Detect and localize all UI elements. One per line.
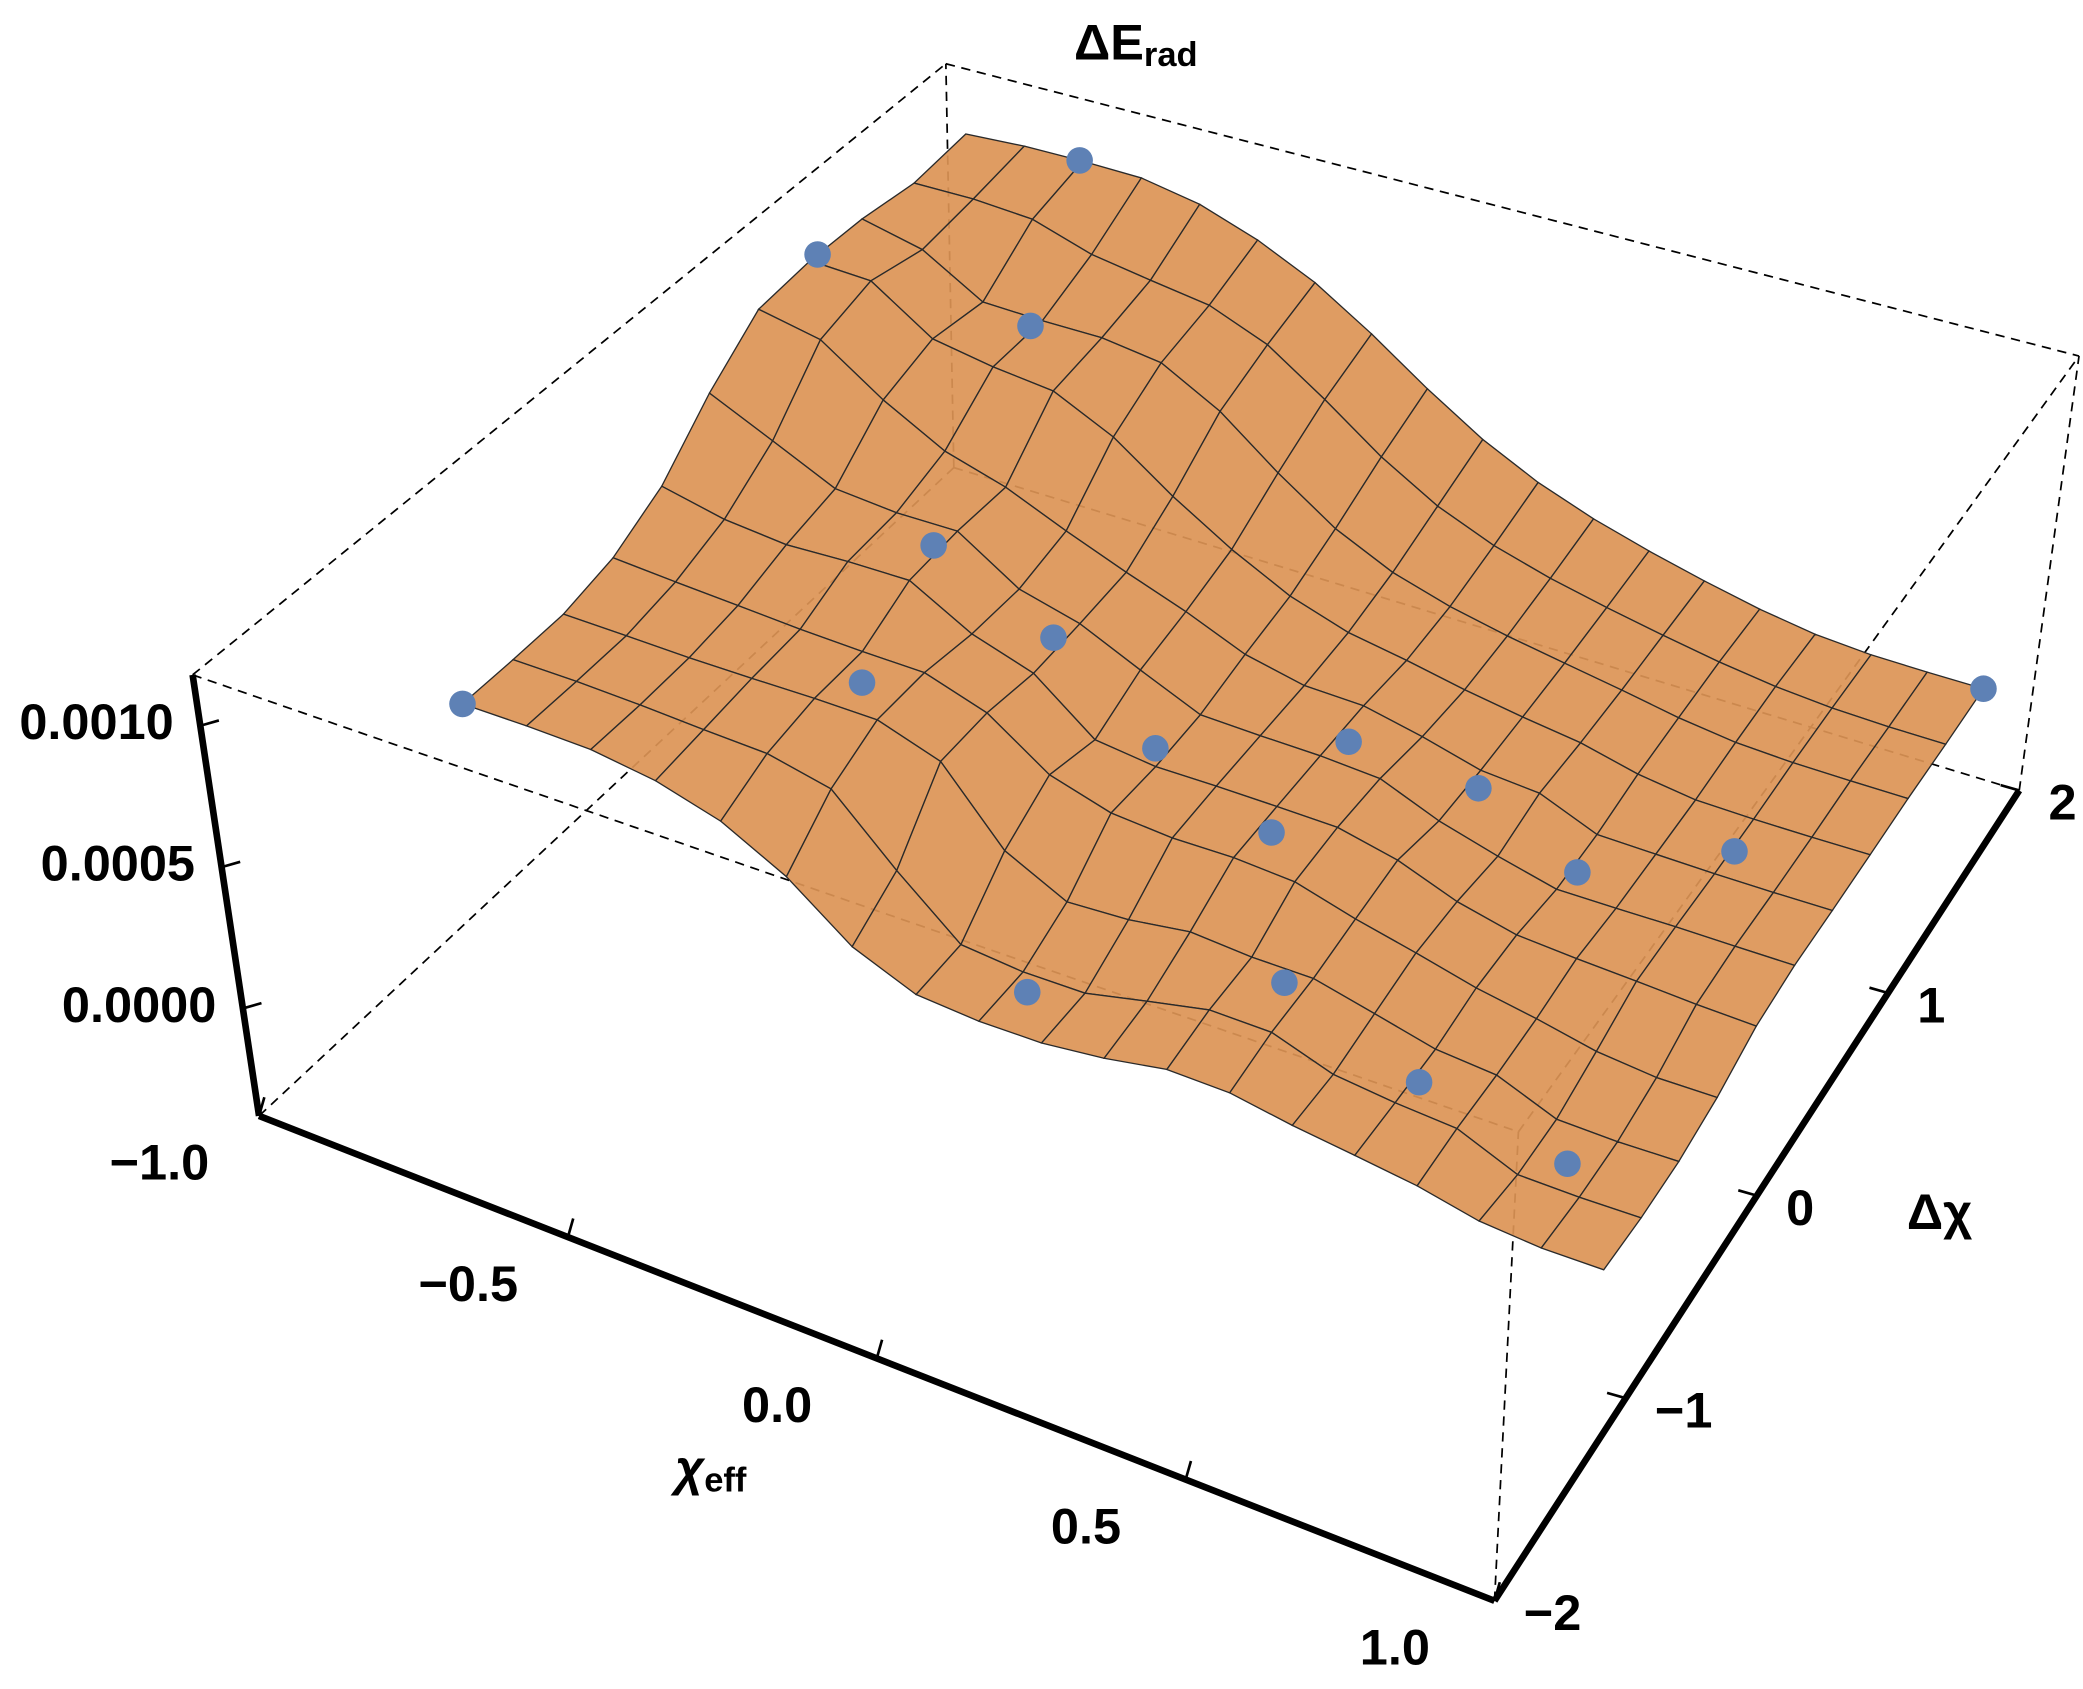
z-tick-label: 0.0000 — [62, 976, 216, 1033]
x-tick — [875, 1339, 884, 1359]
data-point — [848, 669, 876, 696]
data-point — [1040, 624, 1067, 651]
x-tick — [257, 1096, 266, 1117]
x-tick-label: 1.0 — [1360, 1619, 1430, 1676]
x-tick — [566, 1218, 575, 1238]
data-point — [1258, 819, 1285, 846]
z-label-sub: rad — [1144, 36, 1198, 74]
x-label-main: χ — [670, 1439, 706, 1496]
y-tick-label: 1 — [1917, 976, 1945, 1033]
y-tick-label: −2 — [1524, 1584, 1582, 1641]
data-point — [920, 532, 947, 559]
data-point — [1970, 675, 1997, 702]
box-edge — [192, 63, 947, 676]
z-tick-label: 0.0010 — [19, 693, 173, 750]
y-tick — [1475, 1594, 1495, 1603]
z-label-main: ΔE — [1074, 14, 1144, 71]
y-tick — [1737, 1189, 1758, 1197]
x-tick-label: −1.0 — [110, 1134, 210, 1191]
data-point — [804, 241, 831, 268]
data-point — [1564, 859, 1591, 886]
y-tick-label: 0 — [1786, 1179, 1814, 1236]
y-tick — [1606, 1391, 1627, 1400]
z-tick — [242, 1001, 262, 1010]
box-edge — [2018, 355, 2080, 791]
data-point — [1142, 735, 1169, 762]
y-tick-label: −1 — [1655, 1381, 1713, 1438]
y-tick — [1869, 986, 1889, 995]
z-tick — [221, 860, 241, 869]
axis-line — [189, 674, 263, 1117]
plot: ΔErad χeff Δχ −1.0 −0.5 0.0 0.5 1.0 −2 −1 0 1 2 0.… — [19, 14, 2080, 1676]
data-point — [449, 690, 476, 718]
data-point — [1465, 774, 1492, 802]
x-tick — [1493, 1581, 1502, 1602]
x-label-sub: eff — [704, 1462, 747, 1500]
data-point — [1554, 1150, 1581, 1178]
x-tick-label: −0.5 — [418, 1255, 518, 1312]
y-tick — [2000, 783, 2020, 792]
x-tick-label: 0.5 — [1051, 1497, 1121, 1554]
z-tick-label: 0.0005 — [41, 834, 195, 891]
box-edge — [945, 62, 2080, 357]
z-tick — [199, 719, 220, 728]
data-point — [1405, 1068, 1433, 1096]
x-axis-label: χeff — [670, 1439, 747, 1499]
data-point — [1271, 969, 1298, 996]
data-point — [1721, 838, 1748, 865]
y-axis-label: Δχ — [1907, 1183, 1972, 1240]
x-tick — [1184, 1460, 1193, 1480]
surface — [461, 133, 1985, 1271]
z-axis-label: ΔErad — [1074, 14, 1198, 74]
data-point — [1017, 312, 1044, 340]
surface-patch — [1540, 1196, 1643, 1271]
data-point — [1066, 147, 1093, 174]
data-point — [1335, 728, 1362, 756]
data-point — [1013, 978, 1041, 1006]
y-tick-label: 2 — [2048, 774, 2076, 831]
x-tick-label: 0.0 — [742, 1376, 812, 1433]
